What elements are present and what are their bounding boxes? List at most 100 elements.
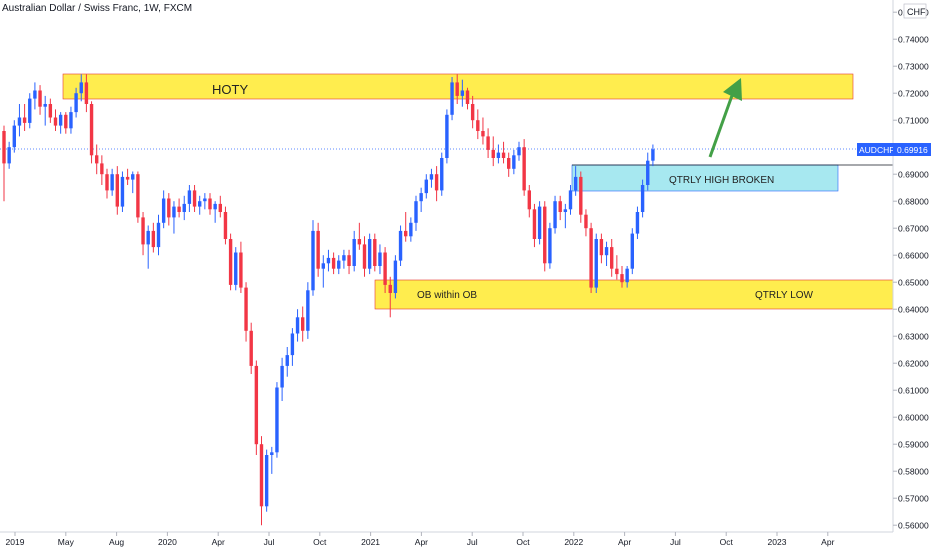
candle-body: [548, 228, 552, 264]
y-tick-label: 0.61000: [898, 386, 929, 396]
candle-body: [599, 239, 604, 256]
x-axis: 2019 May Aug 2020 Apr Jul Oct 2021 Apr Jul Oct 2022…: [0, 531, 893, 547]
zones-layer: HOTY QTRLY HIGH BROKEN OB within OB QTRL…: [62, 73, 894, 310]
candle-body: [640, 185, 645, 212]
candle-body: [460, 90, 465, 96]
candle-body: [58, 114, 63, 126]
candle-body: [522, 147, 526, 191]
candle-body: [43, 104, 47, 107]
candle-body: [285, 355, 289, 366]
candle-body: [306, 290, 310, 331]
candle-body: [172, 206, 176, 218]
candle-body: [228, 239, 233, 285]
candle-body: [450, 82, 454, 115]
y-tick-label: 0.69000: [898, 170, 929, 180]
candle-body: [326, 257, 331, 264]
chart-title: Australian Dollar / Swiss Franc, 1W, FXC…: [2, 3, 193, 14]
candle-body: [604, 247, 609, 256]
candle-body: [120, 176, 125, 207]
candle-body: [69, 112, 73, 129]
currency-box: [903, 3, 927, 19]
x-tick-label: Jul: [264, 537, 275, 547]
y-tick-label: 0.64000: [898, 305, 929, 315]
candle-body: [362, 244, 367, 269]
qtrly-high-label: QTRLY HIGH BROKEN: [669, 175, 774, 186]
x-tick-label: 2021: [361, 537, 380, 547]
y-tick-label: 0.65000: [898, 278, 929, 288]
candle-body: [264, 455, 269, 507]
candle-body: [213, 203, 217, 210]
candle-body: [465, 90, 470, 104]
candle-body: [615, 268, 619, 275]
candle-body: [651, 149, 655, 161]
candle-body: [234, 252, 238, 285]
price-tags: AUDCHF 0.69916: [857, 143, 931, 156]
candle-body: [373, 239, 377, 266]
candle-body: [398, 230, 403, 261]
qtrly-high-zone: [571, 164, 839, 192]
candle-body: [53, 117, 58, 126]
candle-body: [218, 203, 222, 212]
candle-body: [429, 174, 434, 180]
qtrly-low-label: QTRLY LOW: [755, 290, 814, 301]
x-tick-label: Jul: [467, 537, 478, 547]
ob-label: OB within OB: [417, 290, 477, 301]
candle-body: [491, 149, 495, 158]
candle-body: [383, 252, 387, 285]
candle-body: [434, 174, 439, 191]
price-tag-label: 0.69916: [897, 145, 928, 155]
candle-body: [646, 160, 650, 185]
candle-body: [367, 239, 372, 269]
candle-body: [352, 239, 356, 266]
arrow-head: [723, 78, 742, 101]
candle-body: [594, 239, 598, 288]
candle-body: [74, 93, 78, 113]
x-tick-label: 2019: [6, 537, 25, 547]
candle-body: [244, 287, 248, 331]
candle-body: [357, 239, 362, 245]
candle-body: [254, 365, 259, 445]
candle-body: [203, 198, 207, 202]
symbol-tag-box: [857, 143, 893, 156]
candle-body: [295, 317, 300, 334]
candle-body: [507, 158, 511, 169]
candle-body: [79, 82, 83, 94]
candle-body: [100, 163, 104, 175]
candle-body: [249, 330, 253, 366]
candle-body: [187, 190, 192, 204]
candle-body: [275, 387, 279, 453]
hoty-label: HOTY: [212, 82, 248, 97]
candle-body: [2, 131, 6, 164]
candle-body: [337, 260, 341, 269]
candle-body: [378, 252, 382, 266]
currency-tag: CHF: [903, 3, 927, 19]
candle-body: [579, 176, 583, 215]
candle-body: [527, 190, 531, 210]
x-tick-label: Jul: [670, 537, 681, 547]
y-tick-label: 0.73000: [898, 62, 929, 72]
x-tick-label: Oct: [720, 537, 734, 547]
y-tick-label: 0.59000: [898, 440, 929, 450]
candle-body: [198, 201, 202, 207]
candle-body: [630, 233, 634, 269]
candle-body: [563, 209, 568, 212]
candle-body: [131, 174, 135, 180]
candle-body: [388, 284, 392, 293]
x-tick-label: May: [58, 537, 75, 547]
candle-body: [280, 365, 284, 388]
y-tick-label: 0.56000: [898, 521, 929, 531]
candle-body: [419, 193, 423, 202]
candle-body: [301, 317, 305, 331]
candle-body: [7, 147, 11, 164]
green-arrow: [708, 78, 742, 158]
y-tick-label: 0.71000: [898, 116, 929, 126]
candle-body: [342, 255, 346, 261]
x-tick-label: Apr: [415, 537, 428, 547]
x-tick-label: 2023: [768, 537, 787, 547]
candle-body: [33, 90, 37, 99]
candle-body: [311, 230, 315, 291]
candle-body: [136, 174, 140, 218]
y-tick-label: 0.74000: [898, 35, 929, 45]
